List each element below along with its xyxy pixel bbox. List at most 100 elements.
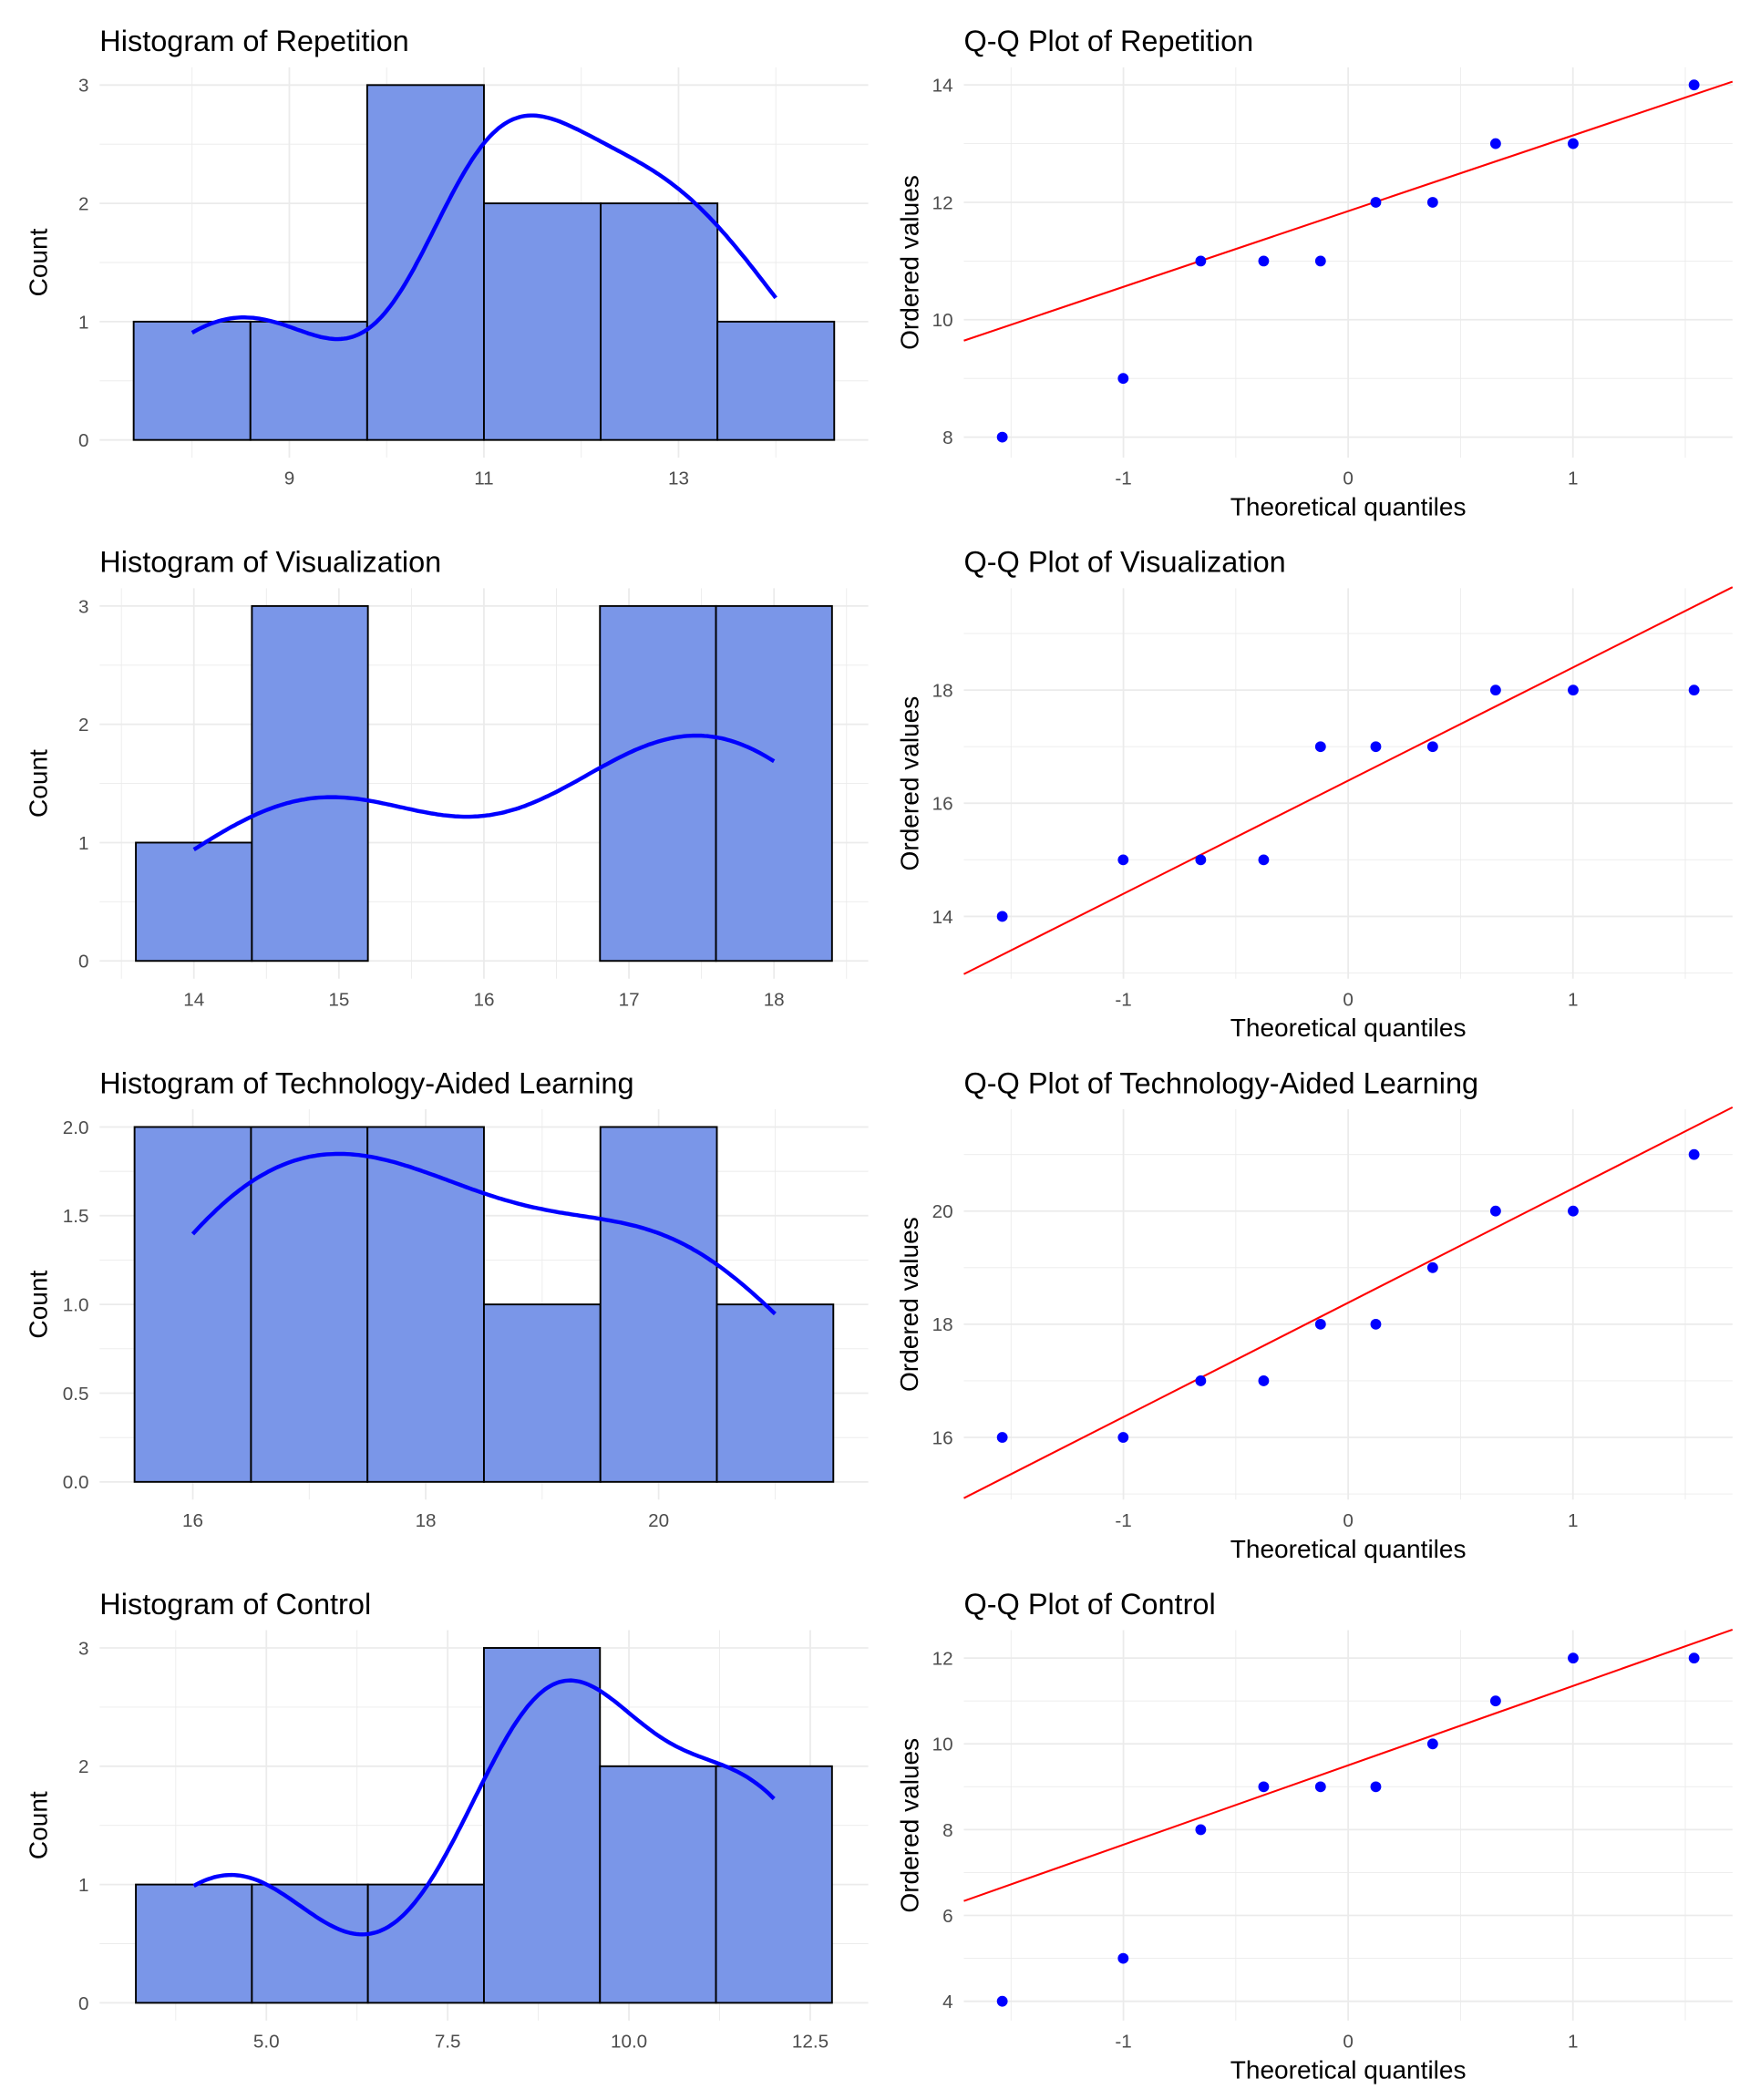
qq-point	[1258, 255, 1270, 267]
density-curve	[192, 1678, 776, 1937]
qq-point	[996, 1432, 1008, 1443]
y-axis-label: Ordered values	[895, 696, 923, 871]
x-tick-label: 1	[1568, 2031, 1579, 2052]
y-axis-label: Count	[25, 228, 53, 296]
y-tick-label: 8	[942, 1820, 952, 1841]
chart-panel-1: Histogram of Repetition 9 11 13 0 1 2 3 Count	[25, 25, 869, 489]
x-tick-label: 18	[764, 989, 785, 1010]
y-tick-label: 2.0	[63, 1117, 89, 1138]
chart-panel-8: Q-Q Plot of Control -1 0 1 4 6 8 10 12 Ordered va…	[895, 1588, 1734, 2084]
y-tick-label: 0	[78, 952, 88, 973]
qq-point	[1568, 138, 1579, 149]
histogram-bar	[482, 202, 602, 441]
x-tick-label: 9	[284, 468, 295, 489]
qq-point	[1568, 685, 1579, 696]
qq-point	[1489, 1205, 1501, 1217]
chart-title: Q-Q Plot of Visualization	[963, 546, 1285, 579]
y-tick-label: 1.0	[63, 1295, 89, 1316]
chart-panel-4: Q-Q Plot of Visualization -1 0 1 14 16 18 Order…	[895, 546, 1734, 1042]
chart-title: Histogram of Visualization	[99, 546, 441, 579]
x-tick-label: 14	[183, 989, 204, 1010]
y-tick-label: 1	[78, 1875, 88, 1896]
qq-point	[1426, 741, 1438, 753]
x-tick-label: 11	[474, 468, 493, 489]
qq-point	[1426, 1261, 1438, 1273]
histogram-bar	[365, 84, 485, 441]
chart-panel-5: Histogram of Technology-Aided Learning 16…	[25, 1066, 869, 1531]
chart-title: Q-Q Plot of Technology-Aided Learning	[963, 1066, 1478, 1099]
x-tick-label: 0	[1343, 468, 1354, 489]
y-tick-label: 12	[932, 192, 953, 213]
y-tick-label: 6	[942, 1906, 952, 1927]
y-tick-label: 3	[78, 76, 88, 97]
histogram-bar	[135, 841, 253, 962]
histogram-bar	[715, 1765, 833, 2004]
x-axis-label: Theoretical quantiles	[1230, 2055, 1467, 2084]
qq-point	[1688, 1652, 1700, 1664]
qq-reference-line	[963, 80, 1734, 342]
x-tick-label: -1	[1115, 1510, 1131, 1531]
qq-point	[1195, 255, 1207, 267]
qq-point	[1314, 1781, 1326, 1793]
x-tick-label: 15	[328, 989, 349, 1010]
y-axis-label: Count	[25, 749, 53, 818]
y-axis-label: Ordered values	[895, 1738, 923, 1913]
x-tick-label: 1	[1568, 989, 1579, 1010]
y-tick-label: 20	[932, 1201, 953, 1222]
qq-point	[996, 431, 1008, 443]
y-tick-label: 4	[942, 1992, 952, 2012]
y-axis-label: Ordered values	[895, 1217, 923, 1392]
chart-panel-2: Q-Q Plot of Repetition -1 0 1 8 10 12 14 Ordered…	[895, 25, 1734, 521]
chart-panel-6: Q-Q Plot of Technology-Aided Learning -1 0…	[895, 1066, 1734, 1563]
y-tick-label: 0.5	[63, 1384, 89, 1405]
y-tick-label: 1	[78, 833, 88, 854]
density-curve	[192, 733, 776, 851]
histogram-bar	[133, 1126, 252, 1483]
density-curve	[190, 113, 777, 342]
y-tick-label: 0	[78, 430, 88, 451]
chart-title: Histogram of Technology-Aided Learning	[99, 1066, 633, 1099]
x-axis-label: Theoretical quantiles	[1230, 493, 1467, 521]
qq-point	[1258, 1781, 1270, 1793]
histogram-bar	[132, 320, 252, 441]
histogram-bar	[366, 1883, 485, 2004]
chart-title: Q-Q Plot of Repetition	[963, 25, 1253, 57]
y-tick-label: 3	[78, 1638, 88, 1659]
qq-reference-line	[963, 1628, 1734, 1902]
x-tick-label: 16	[182, 1510, 203, 1531]
density-curve	[190, 1151, 777, 1316]
histogram-bar	[251, 604, 369, 962]
qq-point	[1568, 1205, 1579, 1217]
y-tick-label: 12	[932, 1649, 953, 1670]
x-axis-label: Theoretical quantiles	[1230, 1014, 1467, 1042]
y-tick-label: 18	[932, 681, 953, 702]
y-tick-label: 2	[78, 715, 88, 736]
qq-point	[1117, 1952, 1129, 1964]
x-tick-label: 5.0	[253, 2031, 280, 2052]
histogram-bar	[250, 1126, 369, 1483]
x-tick-label: 13	[668, 468, 689, 489]
qq-point	[1370, 1781, 1382, 1793]
y-axis-label: Count	[25, 1791, 53, 1859]
x-tick-label: 20	[648, 1510, 669, 1531]
qq-reference-line	[963, 1106, 1734, 1499]
qq-point	[1370, 741, 1382, 753]
y-tick-label: 2	[78, 1756, 88, 1777]
y-tick-label: 16	[932, 1427, 953, 1448]
y-tick-label: 14	[932, 907, 953, 928]
qq-point	[1489, 1695, 1501, 1707]
y-tick-label: 8	[942, 427, 952, 448]
qq-reference-line	[963, 586, 1734, 975]
y-tick-label: 0.0	[63, 1472, 89, 1493]
qq-point	[1117, 1432, 1129, 1443]
histogram-bar	[366, 1126, 485, 1483]
x-tick-label: 0	[1343, 2031, 1354, 2052]
x-tick-label: 7.5	[435, 2031, 461, 2052]
chart-title: Histogram of Control	[99, 1588, 371, 1621]
qq-point	[1370, 1318, 1382, 1330]
y-tick-label: 18	[932, 1314, 953, 1335]
histogram-bar	[599, 1765, 717, 2004]
histogram-bar	[482, 1303, 602, 1483]
x-tick-label: 1	[1568, 468, 1579, 489]
x-tick-label: -1	[1115, 989, 1131, 1010]
